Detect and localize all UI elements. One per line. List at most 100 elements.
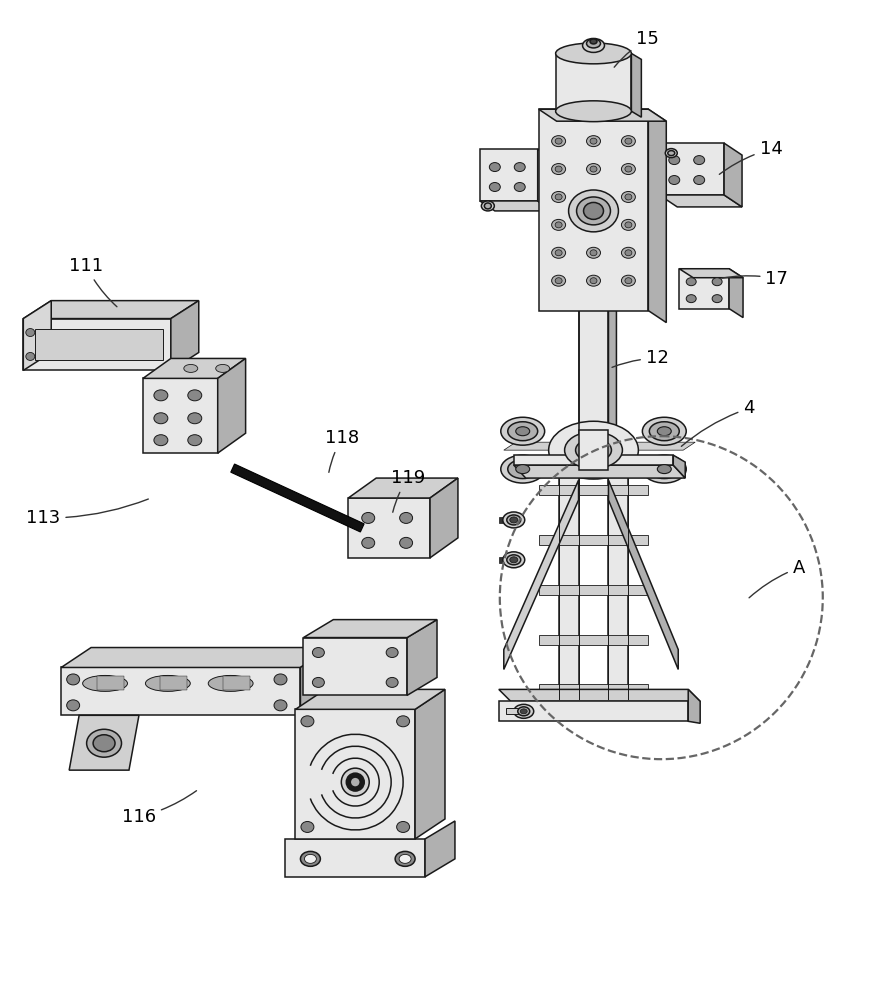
Ellipse shape bbox=[25, 352, 35, 360]
Ellipse shape bbox=[624, 222, 631, 228]
Polygon shape bbox=[578, 111, 608, 450]
Ellipse shape bbox=[575, 439, 611, 462]
Polygon shape bbox=[61, 667, 300, 715]
Bar bbox=[160, 676, 187, 690]
Polygon shape bbox=[513, 455, 673, 465]
Text: 118: 118 bbox=[325, 429, 359, 472]
Polygon shape bbox=[608, 470, 628, 699]
Text: 119: 119 bbox=[391, 469, 425, 512]
Ellipse shape bbox=[385, 648, 398, 658]
Ellipse shape bbox=[517, 707, 529, 716]
Ellipse shape bbox=[350, 777, 360, 787]
Ellipse shape bbox=[624, 166, 631, 172]
Ellipse shape bbox=[515, 427, 529, 436]
Ellipse shape bbox=[513, 704, 533, 718]
Ellipse shape bbox=[399, 512, 412, 523]
Ellipse shape bbox=[274, 700, 286, 711]
Ellipse shape bbox=[589, 138, 596, 144]
Ellipse shape bbox=[188, 390, 202, 401]
Ellipse shape bbox=[502, 512, 524, 528]
Ellipse shape bbox=[555, 166, 561, 172]
Ellipse shape bbox=[215, 364, 229, 372]
Ellipse shape bbox=[621, 219, 635, 230]
Ellipse shape bbox=[586, 136, 600, 147]
Polygon shape bbox=[425, 821, 455, 877]
Ellipse shape bbox=[507, 555, 520, 565]
Polygon shape bbox=[555, 53, 630, 111]
Ellipse shape bbox=[489, 183, 500, 191]
Ellipse shape bbox=[583, 202, 603, 219]
Ellipse shape bbox=[341, 768, 369, 796]
Text: 12: 12 bbox=[611, 349, 668, 367]
Ellipse shape bbox=[514, 183, 525, 191]
Ellipse shape bbox=[515, 465, 529, 474]
Ellipse shape bbox=[87, 729, 121, 757]
Text: 113: 113 bbox=[26, 499, 148, 527]
Polygon shape bbox=[498, 689, 700, 701]
Ellipse shape bbox=[500, 417, 544, 445]
Ellipse shape bbox=[668, 176, 679, 185]
Ellipse shape bbox=[300, 821, 313, 832]
Ellipse shape bbox=[555, 43, 630, 64]
Polygon shape bbox=[24, 319, 170, 370]
Polygon shape bbox=[538, 109, 648, 311]
Text: 116: 116 bbox=[122, 791, 197, 826]
Ellipse shape bbox=[657, 465, 671, 474]
Ellipse shape bbox=[555, 138, 561, 144]
Polygon shape bbox=[537, 149, 552, 211]
Polygon shape bbox=[231, 464, 363, 532]
Polygon shape bbox=[723, 143, 741, 207]
Polygon shape bbox=[538, 635, 648, 645]
Ellipse shape bbox=[385, 677, 398, 687]
Ellipse shape bbox=[520, 709, 527, 714]
Ellipse shape bbox=[711, 295, 722, 303]
Text: 17: 17 bbox=[721, 270, 788, 288]
Ellipse shape bbox=[711, 278, 722, 286]
Text: 4: 4 bbox=[680, 399, 754, 446]
Ellipse shape bbox=[509, 557, 517, 563]
Ellipse shape bbox=[551, 247, 565, 258]
Ellipse shape bbox=[657, 427, 671, 436]
Polygon shape bbox=[498, 517, 518, 523]
Ellipse shape bbox=[300, 716, 313, 727]
Polygon shape bbox=[300, 648, 330, 715]
Ellipse shape bbox=[624, 278, 631, 284]
Text: 15: 15 bbox=[614, 30, 658, 67]
Ellipse shape bbox=[586, 219, 600, 230]
Ellipse shape bbox=[586, 191, 600, 202]
Ellipse shape bbox=[665, 149, 676, 158]
Ellipse shape bbox=[399, 854, 411, 863]
Ellipse shape bbox=[83, 675, 127, 691]
Ellipse shape bbox=[362, 512, 374, 523]
Ellipse shape bbox=[642, 417, 686, 445]
Polygon shape bbox=[538, 585, 648, 595]
Polygon shape bbox=[679, 269, 742, 278]
Ellipse shape bbox=[564, 432, 622, 469]
Ellipse shape bbox=[649, 422, 679, 441]
Ellipse shape bbox=[649, 460, 679, 479]
Polygon shape bbox=[348, 498, 429, 558]
Ellipse shape bbox=[507, 422, 537, 441]
Ellipse shape bbox=[481, 201, 493, 211]
Ellipse shape bbox=[500, 455, 544, 483]
Ellipse shape bbox=[624, 250, 631, 256]
Ellipse shape bbox=[551, 219, 565, 230]
Ellipse shape bbox=[507, 515, 520, 525]
Ellipse shape bbox=[502, 552, 524, 568]
Text: 111: 111 bbox=[69, 257, 117, 307]
Ellipse shape bbox=[67, 700, 80, 711]
Ellipse shape bbox=[555, 194, 561, 200]
Polygon shape bbox=[538, 485, 648, 495]
Polygon shape bbox=[505, 708, 523, 714]
Polygon shape bbox=[658, 195, 741, 207]
Ellipse shape bbox=[25, 329, 35, 337]
Polygon shape bbox=[630, 53, 641, 117]
Polygon shape bbox=[498, 701, 687, 721]
Ellipse shape bbox=[145, 675, 190, 691]
Ellipse shape bbox=[621, 136, 635, 147]
Ellipse shape bbox=[589, 250, 596, 256]
Polygon shape bbox=[608, 111, 615, 455]
Polygon shape bbox=[673, 455, 685, 478]
Bar bbox=[97, 676, 124, 690]
Ellipse shape bbox=[154, 435, 168, 446]
